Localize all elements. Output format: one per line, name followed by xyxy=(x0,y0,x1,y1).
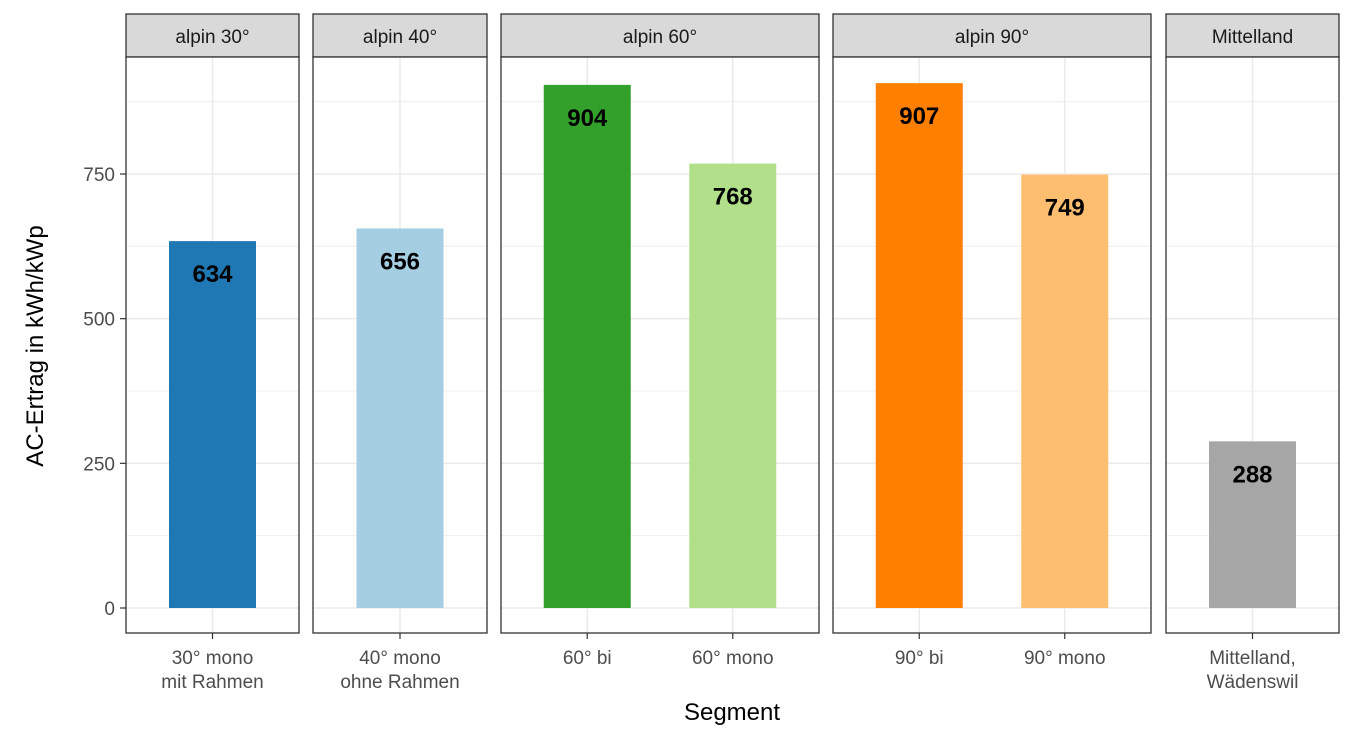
x-tick-label: 30° mono mit Rahmen xyxy=(161,648,263,693)
bar-value-label: 634 xyxy=(192,261,233,288)
facet-strip-label: Mittelland xyxy=(1212,27,1293,48)
bar xyxy=(169,241,256,608)
x-tick-label-line: 60° bi xyxy=(563,648,612,669)
facet-panel: alpin 30° 634 30° mono mit Rahmen xyxy=(125,13,300,693)
y-tick-label: 750 xyxy=(83,165,115,186)
bar-value-label: 768 xyxy=(713,184,753,211)
facet-strip-label: alpin 90° xyxy=(955,27,1029,48)
facet-strip xyxy=(832,13,1152,58)
y-tick-label: 0 xyxy=(104,599,115,620)
bar-value-label: 907 xyxy=(899,103,939,130)
x-tick-label-line: ohne Rahmen xyxy=(340,672,459,693)
bar-value-label: 749 xyxy=(1045,195,1085,222)
facet-strip-label: alpin 40° xyxy=(363,27,437,48)
x-tick-label: Mittelland, Wädenswil xyxy=(1207,648,1299,693)
x-tick-label: 60° mono xyxy=(692,648,774,669)
x-tick-label-line: Wädenswil xyxy=(1207,672,1299,693)
bar-value-label: 288 xyxy=(1232,461,1272,488)
x-tick-label-line: 60° mono xyxy=(692,648,774,669)
bar xyxy=(543,84,631,609)
facet-strip xyxy=(312,13,488,58)
x-tick-label-line: 90° bi xyxy=(895,648,944,669)
facet-panel: alpin 60° 904 60° bi 768 60° mono xyxy=(500,13,820,669)
bar xyxy=(1209,441,1296,608)
facet-panel: alpin 40° 656 40° mono ohne Rahmen xyxy=(312,13,488,693)
panel-border xyxy=(832,56,1152,634)
bar-value-label: 904 xyxy=(567,105,608,132)
panels: alpin 30° 634 30° mono mit Rahmen alpin 40° 6… xyxy=(125,13,1340,693)
x-tick-label: 60° bi xyxy=(563,648,612,669)
facet-panel: Mittelland 288 Mittelland, Wädenswil xyxy=(1165,13,1340,693)
facet-strip-label: alpin 30° xyxy=(175,27,249,48)
y-axis: 0 250 500 750 xyxy=(83,165,126,620)
bar-value-label: 656 xyxy=(380,248,420,275)
panel-border xyxy=(125,56,300,634)
x-tick-label-line: mit Rahmen xyxy=(161,672,263,693)
x-tick-label-line: 90° mono xyxy=(1024,648,1106,669)
x-tick-label-line: 30° mono xyxy=(172,648,254,669)
bar xyxy=(689,163,777,609)
panel-border xyxy=(1165,56,1340,634)
x-axis-title: Segment xyxy=(684,699,780,726)
y-axis-title: AC-Ertrag in kWh/kWp xyxy=(22,225,49,466)
x-tick-label: 90° mono xyxy=(1024,648,1106,669)
facet-strip xyxy=(125,13,300,58)
y-tick-label: 500 xyxy=(83,310,115,331)
panel-border xyxy=(500,56,820,634)
facet-strip xyxy=(500,13,820,58)
x-tick-label: 90° bi xyxy=(895,648,944,669)
x-tick-label: 40° mono ohne Rahmen xyxy=(340,648,459,693)
bar xyxy=(875,83,963,608)
y-tick-label: 250 xyxy=(83,454,115,475)
x-tick-label-line: Mittelland, xyxy=(1209,648,1296,669)
x-tick-label-line: 40° mono xyxy=(359,648,441,669)
bar xyxy=(1021,174,1109,608)
facet-panel: alpin 90° 907 90° bi 749 90° mono xyxy=(832,13,1152,669)
bar xyxy=(356,228,444,609)
panel-border xyxy=(312,56,488,634)
facet-strip-label: alpin 60° xyxy=(623,27,697,48)
